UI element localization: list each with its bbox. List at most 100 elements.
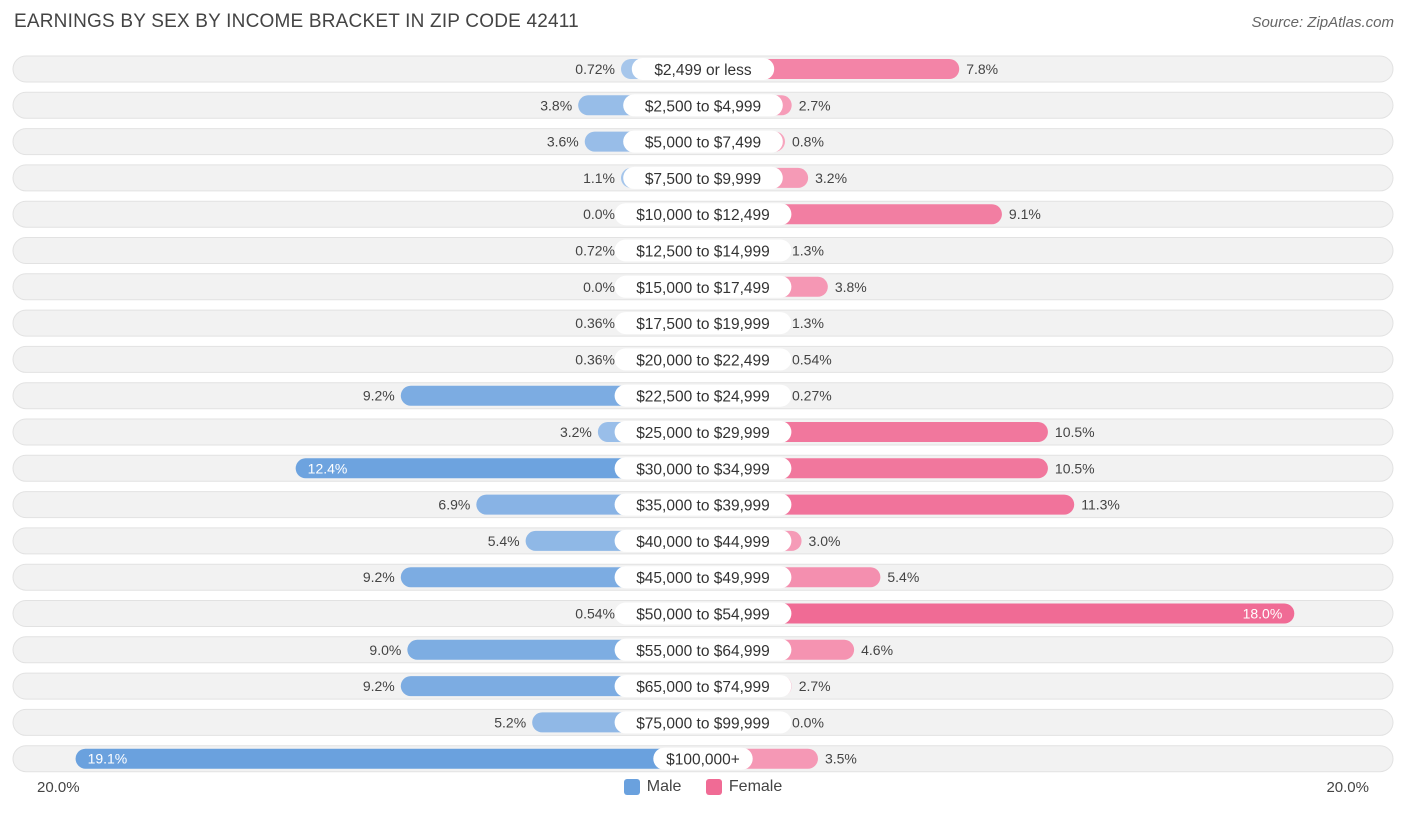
chart-row: 0.72% 7.8% $2,499 or less [12, 55, 1394, 83]
female-value-label: 7.8% [966, 61, 998, 77]
chart-row: 3.6% 0.8% $5,000 to $7,499 [12, 128, 1394, 156]
female-value-label: 0.54% [792, 351, 832, 367]
female-value-label: 10.5% [1055, 460, 1095, 476]
category-pill [614, 675, 792, 698]
male-value-label: 9.2% [363, 388, 395, 404]
female-value-label: 3.5% [825, 751, 857, 767]
male-bar [295, 458, 703, 479]
chart-row: 9.2% 2.7% $65,000 to $74,999 [12, 672, 1394, 700]
male-value-label: 5.4% [488, 533, 520, 549]
male-value-label: 3.8% [540, 97, 572, 113]
category-label: $22,500 to $24,999 [636, 389, 770, 406]
female-value-label: 9.1% [1009, 206, 1041, 222]
category-pill [623, 130, 783, 153]
category-label: $75,000 to $99,999 [636, 715, 770, 732]
female-value-label: 1.3% [792, 243, 824, 259]
female-value-label: 2.7% [799, 97, 831, 113]
male-value-label: 9.2% [363, 569, 395, 585]
male-value-label: 0.0% [583, 206, 615, 222]
legend: Male Female [0, 778, 1406, 800]
legend-item-female: Female [705, 778, 783, 796]
male-value-label: 12.4% [308, 460, 348, 476]
category-pill [614, 457, 792, 480]
female-value-label: 0.8% [792, 134, 824, 150]
chart-row: 0.36% 0.54% $20,000 to $22,499 [12, 345, 1394, 373]
chart-row: 5.2% 0.0% $75,000 to $99,999 [12, 708, 1394, 736]
category-label: $35,000 to $39,999 [636, 498, 770, 515]
male-value-label: 0.72% [575, 61, 615, 77]
male-value-label: 0.54% [575, 606, 615, 622]
chart-row: 0.0% 9.1% $10,000 to $12,499 [12, 200, 1394, 228]
category-label: $5,000 to $7,499 [645, 135, 761, 152]
female-value-label: 0.0% [792, 714, 824, 730]
category-label: $30,000 to $34,999 [636, 461, 770, 478]
category-pill [614, 566, 792, 589]
chart-row: 0.0% 3.8% $15,000 to $17,499 [12, 273, 1394, 301]
male-value-label: 5.2% [494, 714, 526, 730]
category-label: $100,000+ [666, 752, 740, 769]
category-pill [614, 421, 792, 443]
chart-title: EARNINGS BY SEX BY INCOME BRACKET IN ZIP… [14, 11, 579, 32]
female-value-label: 10.5% [1055, 424, 1095, 440]
category-pill [623, 166, 783, 189]
category-label: $40,000 to $44,999 [636, 534, 770, 551]
female-value-label: 3.0% [809, 533, 841, 549]
female-bar [703, 603, 1295, 624]
female-value-label: 3.2% [815, 170, 847, 186]
chart-row: 0.54% 18.0% $50,000 to $54,999 [12, 600, 1394, 627]
male-bar [75, 748, 703, 769]
category-label: $2,500 to $4,999 [645, 98, 761, 115]
category-pill [614, 384, 792, 407]
legend-female-label: Female [728, 778, 783, 795]
chart-row: 12.4% 10.5% $30,000 to $34,999 [12, 454, 1394, 482]
chart-row: 0.36% 1.3% $17,500 to $19,999 [12, 309, 1394, 337]
female-value-label: 3.8% [835, 279, 867, 295]
category-pill [614, 493, 792, 516]
category-label: $65,000 to $74,999 [636, 679, 770, 696]
legend-male-label: Male [646, 778, 682, 795]
chart-row: 9.2% 0.27% $22,500 to $24,999 [12, 382, 1394, 410]
category-pill [614, 348, 792, 371]
category-pill [614, 711, 792, 734]
female-swatch-icon [705, 779, 722, 795]
male-value-label: 9.2% [363, 678, 395, 694]
category-pill [614, 312, 792, 335]
category-pill [653, 747, 753, 770]
female-value-label: 0.27% [792, 388, 832, 404]
category-pill [631, 58, 775, 80]
legend-item-male: Male [623, 778, 682, 796]
category-pill [623, 94, 783, 117]
female-value-label: 4.6% [861, 642, 893, 658]
category-pill [614, 203, 792, 226]
category-label: $12,500 to $14,999 [636, 244, 770, 261]
female-value-label: 5.4% [887, 569, 919, 585]
axis-right-label: 20.0% [1326, 779, 1369, 796]
category-label: $10,000 to $12,499 [636, 207, 770, 224]
female-value-label: 1.3% [792, 315, 824, 331]
category-pill [614, 638, 792, 661]
male-value-label: 3.2% [560, 424, 592, 440]
chart-row: 3.2% 10.5% $25,000 to $29,999 [12, 418, 1394, 446]
chart-row: 9.2% 5.4% $45,000 to $49,999 [12, 563, 1394, 591]
category-label: $20,000 to $22,499 [636, 352, 770, 369]
male-value-label: 6.9% [438, 497, 470, 513]
category-pill [614, 239, 792, 262]
category-pill [614, 275, 792, 298]
male-value-label: 1.1% [583, 170, 615, 186]
male-value-label: 0.72% [575, 243, 615, 259]
male-value-label: 0.36% [575, 315, 615, 331]
female-value-label: 11.3% [1081, 497, 1120, 513]
category-label: $15,000 to $17,499 [636, 280, 770, 297]
category-label: $17,500 to $19,999 [636, 316, 770, 333]
chart-row: 19.1% 3.5% $100,000+ [12, 745, 1394, 773]
female-value-label: 18.0% [1243, 606, 1283, 622]
chart-row: 3.8% 2.7% $2,500 to $4,999 [12, 91, 1394, 119]
axis-left-label: 20.0% [37, 779, 80, 796]
chart-row: 9.0% 4.6% $55,000 to $64,999 [12, 636, 1394, 664]
male-value-label: 0.36% [575, 351, 615, 367]
category-label: $45,000 to $49,999 [636, 570, 770, 587]
source-credit: Source: ZipAtlas.com [1251, 14, 1394, 31]
chart-row: 5.4% 3.0% $40,000 to $44,999 [12, 527, 1394, 555]
category-label: $25,000 to $29,999 [636, 425, 770, 442]
chart-row: 6.9% 11.3% $35,000 to $39,999 [12, 491, 1394, 519]
